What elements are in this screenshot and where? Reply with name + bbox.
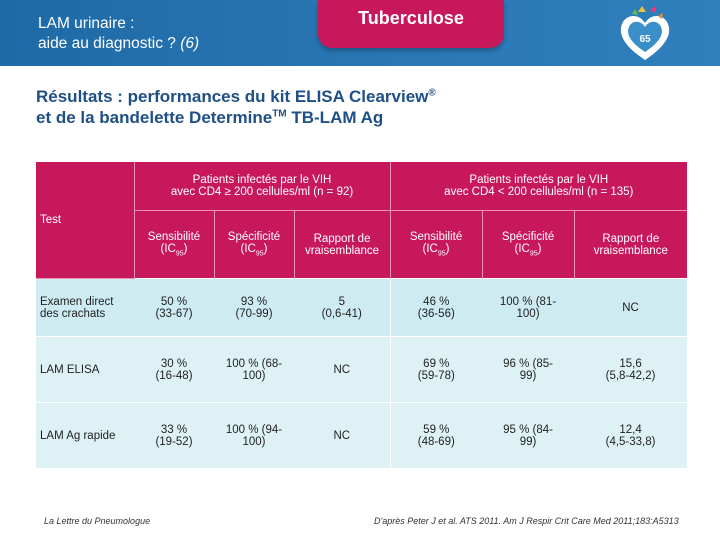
column-header: Spécificité (IC95): [213, 210, 294, 279]
column-header: Rapport de vraisemblance: [293, 210, 391, 279]
table-cell: 100 % (68- 100): [214, 336, 294, 403]
trademark-mark: TM: [272, 108, 287, 120]
table-cell: 30 % (16-48): [134, 336, 214, 403]
table-cell: 50 % (33-67): [134, 278, 214, 337]
table-cell: 5 (0,6-41): [294, 278, 391, 337]
title-reference: (6): [180, 35, 200, 52]
heading-line-2: et de la bandelette DetermineTM TB-LAM A…: [36, 107, 436, 128]
row-label: LAM Ag rapide: [36, 402, 134, 468]
heading-line-2-end: TB-LAM Ag: [286, 108, 384, 127]
table-cell: 33 % (19-52): [134, 402, 214, 468]
column-header: Sensibilité (IC95): [134, 210, 214, 279]
table-row: LAM ELISA 30 % (16-48) 100 % (68- 100) NC …: [36, 336, 688, 403]
table-header-column-row: Sensibilité (IC95) Spécificité (IC95) Rapp…: [36, 210, 688, 279]
heading-line-1-text: Résultats : performances du kit ELISA Cl…: [36, 87, 429, 106]
footer-citation: D'après Peter J et al. ATS 2011. Am J Re…: [374, 516, 679, 526]
heading-line-1: Résultats : performances du kit ELISA Cl…: [36, 86, 436, 107]
heart-logo-icon: 65: [620, 6, 670, 60]
column-header: Spécificité (IC95): [481, 210, 575, 279]
test-column-header: Test: [36, 162, 135, 279]
table-cell: NC: [294, 402, 391, 468]
table-cell: 100 % (81- 100): [482, 278, 575, 337]
table-cell: 95 % (84- 99): [482, 402, 575, 468]
table-header-group-row: Test Patients infectés par le VIH avec CD…: [36, 162, 688, 279]
content-heading: Résultats : performances du kit ELISA Cl…: [36, 86, 436, 128]
row-label: Examen direct des crachats: [36, 278, 134, 337]
slide-title: LAM urinaire : aide au diagnostic ? (6): [38, 14, 199, 54]
table-cell: NC: [574, 278, 688, 337]
title-text: aide au diagnostic ?: [38, 35, 176, 52]
table-cell: 12,4 (4,5-33,8): [574, 402, 688, 468]
section-tab-label: Tuberculose: [358, 8, 464, 28]
group-header-cd4-low: Patients infectés par le VIH avec CD4 < 2…: [389, 162, 688, 211]
registered-mark: ®: [428, 87, 436, 99]
table-cell: NC: [294, 336, 391, 403]
section-tab: Tuberculose: [318, 0, 504, 48]
column-header: Rapport de vraisemblance: [573, 210, 688, 279]
title-line-2: aide au diagnostic ? (6): [38, 34, 199, 54]
table-cell: 69 % (59-78): [389, 336, 483, 403]
table-cell: 46 % (36-56): [389, 278, 483, 337]
table-cell: 93 % (70-99): [214, 278, 294, 337]
group-header-cd4-high: Patients infectés par le VIH avec CD4 ≥ 2…: [134, 162, 391, 211]
table-cell: 15,6 (5,8-42,2): [574, 336, 688, 403]
table-cell: 59 % (48-69): [389, 402, 483, 468]
table-row: LAM Ag rapide 33 % (19-52) 100 % (94- 100)…: [36, 402, 688, 468]
table-cell: 96 % (85- 99): [482, 336, 575, 403]
footer-journal: La Lettre du Pneumologue: [44, 516, 151, 526]
heading-line-2-text: et de la bandelette Determine: [36, 108, 273, 127]
column-header: Sensibilité (IC95): [389, 210, 483, 279]
title-line-1: LAM urinaire :: [38, 15, 135, 32]
table-cell: 100 % (94- 100): [214, 402, 294, 468]
logo-number: 65: [639, 34, 651, 45]
row-label: LAM ELISA: [36, 336, 134, 403]
results-table: Test Patients infectés par le VIH avec CD…: [36, 162, 688, 468]
table-row: Examen direct des crachats 50 % (33-67) 93…: [36, 278, 688, 337]
